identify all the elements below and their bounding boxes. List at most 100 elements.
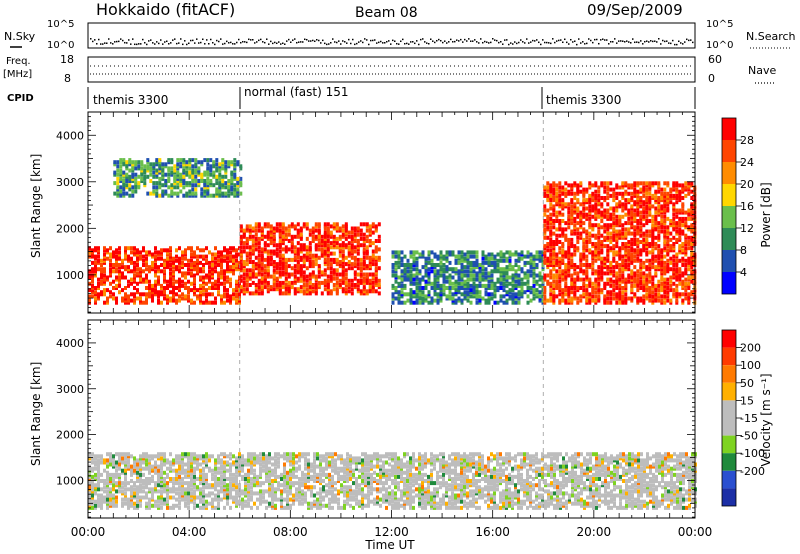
- heatmap-cell: [133, 246, 136, 251]
- heatmap-cell: [678, 250, 682, 255]
- heatmap-cell: [591, 204, 595, 209]
- heatmap-cell: [205, 292, 208, 297]
- heatmap-cell: [621, 294, 625, 299]
- nsky-point: [334, 41, 336, 43]
- heatmap-cell: [651, 296, 655, 301]
- heatmap-cell: [115, 277, 118, 282]
- heatmap-cell: [585, 288, 589, 293]
- heatmap-cell: [532, 256, 536, 261]
- heatmap-cell: [403, 283, 407, 288]
- heatmap-cell: [418, 290, 422, 295]
- heatmap-cell: [184, 256, 187, 261]
- heatmap-cell: [675, 200, 679, 205]
- nsky-point: [550, 42, 552, 45]
- heatmap-cell: [308, 280, 312, 285]
- heatmap-cell: [326, 285, 330, 290]
- heatmap-cell: [436, 283, 440, 288]
- heatmap-cell: [445, 250, 449, 255]
- heatmap-cell: [618, 216, 622, 221]
- heatmap-cell: [185, 181, 189, 186]
- heatmap-cell: [615, 219, 619, 223]
- heatmap-cell: [687, 240, 691, 244]
- heatmap-cell: [448, 294, 452, 299]
- heatmap-cell: [594, 235, 598, 240]
- heatmap-cell: [594, 258, 598, 263]
- heatmap-cell: [239, 224, 243, 229]
- heatmap-cell: [266, 222, 270, 227]
- heatmap-cell: [666, 290, 670, 295]
- heatmap-cell: [636, 256, 640, 261]
- heatmap-cell: [239, 268, 243, 273]
- heatmap-cell: [146, 164, 150, 169]
- heatmap-cell: [239, 181, 243, 186]
- heatmap-cell: [612, 235, 616, 240]
- heatmap-cell: [124, 481, 127, 486]
- heatmap-cell: [359, 266, 363, 271]
- heatmap-cell: [672, 185, 676, 190]
- heatmap-cell: [214, 252, 217, 257]
- heatmap-cell: [205, 288, 208, 293]
- heatmap-cell: [526, 273, 530, 278]
- heatmap-cell: [600, 212, 604, 217]
- heatmap-cell: [139, 250, 142, 255]
- heatmap-cell: [454, 279, 458, 284]
- heatmap-cell: [314, 283, 318, 287]
- heatmap-cell: [170, 189, 174, 194]
- nsky-point: [184, 40, 186, 42]
- nsky-point: [238, 38, 240, 41]
- heatmap-cell: [576, 191, 580, 196]
- heatmap-cell: [133, 468, 136, 473]
- heatmap-cell: [564, 254, 568, 259]
- heatmap-cell: [633, 271, 637, 276]
- heatmap-cell: [642, 240, 646, 244]
- heatmap-cell: [149, 168, 153, 173]
- heatmap-cell: [254, 232, 258, 237]
- heatmap-cell: [299, 272, 303, 277]
- heatmap-cell: [278, 222, 282, 227]
- heatmap-cell: [109, 281, 112, 286]
- heatmap-cell: [148, 267, 151, 272]
- heatmap-cell: [627, 200, 631, 205]
- heatmap-cell: [122, 172, 126, 177]
- heatmap-cell: [91, 248, 94, 253]
- heatmap-cell: [687, 281, 691, 286]
- heatmap-cell: [675, 210, 679, 215]
- heatmap-cell: [609, 300, 613, 305]
- heatmap-cell: [109, 267, 112, 272]
- heatmap-cell: [564, 281, 568, 286]
- heatmap-cell: [91, 483, 94, 488]
- heatmap-cell: [570, 283, 574, 288]
- heatmap-cell: [660, 271, 664, 276]
- heatmap-cell: [232, 263, 235, 267]
- heatmap-cell: [164, 179, 168, 183]
- heatmap-cell: [609, 283, 613, 288]
- heatmap-cell: [257, 280, 261, 285]
- heatmap-cell: [636, 298, 640, 303]
- heatmap-cell: [88, 248, 91, 253]
- heatmap-cell: [660, 187, 664, 192]
- nsky-point: [290, 41, 292, 43]
- heatmap-cell: [648, 219, 652, 223]
- nsky-point: [162, 43, 164, 45]
- heatmap-cell: [308, 289, 312, 294]
- heatmap-cell: [121, 265, 124, 270]
- heatmap-cell: [535, 254, 539, 259]
- heatmap-cell: [603, 181, 607, 186]
- heatmap-cell: [555, 283, 559, 288]
- heatmap-cell: [490, 279, 494, 284]
- heatmap-cell: [287, 274, 291, 279]
- heatmap-cell: [134, 160, 138, 165]
- heatmap-cell: [657, 265, 661, 270]
- heatmap-cell: [555, 286, 559, 290]
- nsky-point: [372, 39, 374, 42]
- heatmap-cell: [196, 263, 199, 267]
- heatmap-cell: [106, 298, 109, 303]
- heatmap-cell: [663, 233, 667, 238]
- heatmap-cell: [457, 288, 461, 293]
- heatmap-cell: [338, 278, 342, 283]
- heatmap-cell: [260, 291, 264, 296]
- heatmap-cell: [155, 185, 159, 190]
- heatmap-cell: [621, 223, 625, 228]
- heatmap-cell: [197, 181, 201, 186]
